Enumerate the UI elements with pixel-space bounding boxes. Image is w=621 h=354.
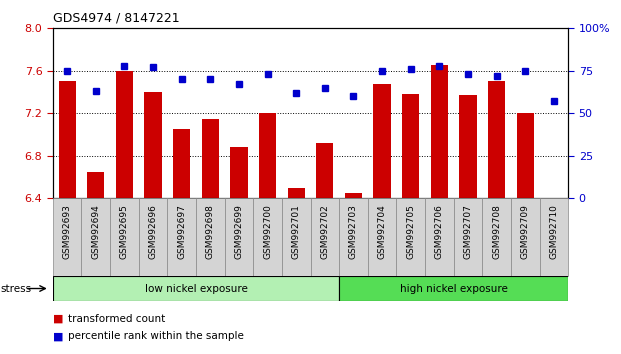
Text: GSM992699: GSM992699 bbox=[234, 205, 243, 259]
Bar bbox=[202, 119, 219, 198]
Text: high nickel exposure: high nickel exposure bbox=[400, 284, 507, 293]
Bar bbox=[225, 198, 253, 276]
Bar bbox=[167, 198, 196, 276]
Bar bbox=[81, 198, 110, 276]
Text: low nickel exposure: low nickel exposure bbox=[145, 284, 247, 293]
Text: GDS4974 / 8147221: GDS4974 / 8147221 bbox=[53, 12, 179, 25]
Bar bbox=[396, 198, 425, 276]
Text: GSM992700: GSM992700 bbox=[263, 205, 272, 259]
Text: GSM992709: GSM992709 bbox=[521, 205, 530, 259]
Text: GSM992710: GSM992710 bbox=[550, 205, 558, 259]
Text: stress: stress bbox=[1, 284, 32, 293]
Bar bbox=[345, 193, 362, 198]
Bar bbox=[517, 113, 534, 198]
Bar bbox=[454, 198, 483, 276]
Bar bbox=[58, 81, 76, 198]
Text: GSM992698: GSM992698 bbox=[206, 205, 215, 259]
Bar bbox=[488, 81, 505, 198]
Text: GSM992695: GSM992695 bbox=[120, 205, 129, 259]
Bar bbox=[116, 71, 133, 198]
Text: GSM992694: GSM992694 bbox=[91, 205, 100, 259]
Text: GSM992696: GSM992696 bbox=[148, 205, 158, 259]
Bar bbox=[310, 198, 339, 276]
Bar bbox=[87, 172, 104, 198]
Text: ■: ■ bbox=[53, 314, 67, 324]
Bar bbox=[373, 84, 391, 198]
Bar bbox=[145, 92, 161, 198]
Bar bbox=[53, 276, 339, 301]
Bar bbox=[230, 147, 248, 198]
Text: GSM992708: GSM992708 bbox=[492, 205, 501, 259]
Bar bbox=[402, 94, 419, 198]
Bar bbox=[173, 129, 190, 198]
Bar bbox=[253, 198, 282, 276]
Text: GSM992706: GSM992706 bbox=[435, 205, 444, 259]
Text: GSM992707: GSM992707 bbox=[463, 205, 473, 259]
Bar bbox=[511, 198, 540, 276]
Bar bbox=[138, 198, 167, 276]
Bar bbox=[282, 198, 310, 276]
Bar bbox=[110, 198, 138, 276]
Text: GSM992693: GSM992693 bbox=[63, 205, 71, 259]
Text: GSM992705: GSM992705 bbox=[406, 205, 415, 259]
Text: GSM992701: GSM992701 bbox=[292, 205, 301, 259]
Bar bbox=[431, 65, 448, 198]
Text: GSM992703: GSM992703 bbox=[349, 205, 358, 259]
Text: GSM992702: GSM992702 bbox=[320, 205, 329, 259]
Bar bbox=[483, 198, 511, 276]
Bar bbox=[339, 198, 368, 276]
Bar bbox=[368, 198, 396, 276]
Bar bbox=[53, 198, 81, 276]
Text: ■: ■ bbox=[53, 331, 67, 341]
Bar bbox=[316, 143, 333, 198]
Bar bbox=[288, 188, 305, 198]
Bar bbox=[540, 198, 568, 276]
Text: GSM992697: GSM992697 bbox=[177, 205, 186, 259]
Text: transformed count: transformed count bbox=[68, 314, 166, 324]
Bar bbox=[460, 95, 476, 198]
Bar bbox=[259, 113, 276, 198]
Bar bbox=[425, 198, 454, 276]
Text: GSM992704: GSM992704 bbox=[378, 205, 387, 259]
Bar bbox=[339, 276, 568, 301]
Text: percentile rank within the sample: percentile rank within the sample bbox=[68, 331, 244, 341]
Bar bbox=[196, 198, 225, 276]
